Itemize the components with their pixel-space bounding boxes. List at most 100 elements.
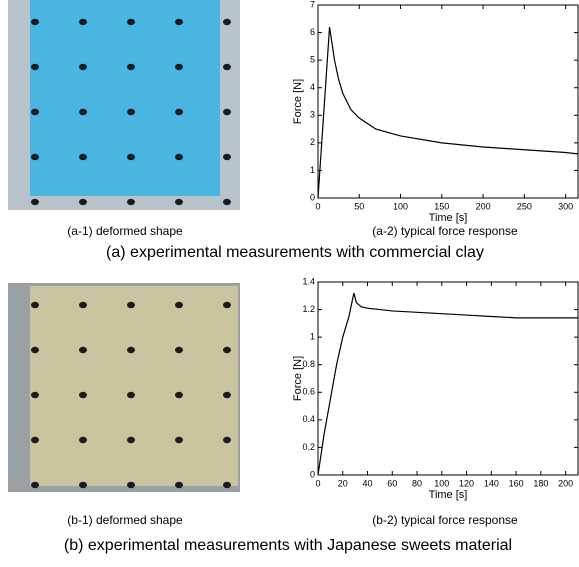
- y-tick-label: 2: [310, 137, 315, 147]
- x-tick-label: 40: [363, 478, 373, 488]
- marker-dot: [31, 108, 39, 116]
- marker-dot: [31, 198, 39, 206]
- x-tick-label: 120: [459, 478, 474, 488]
- marker-dot: [127, 481, 135, 489]
- marker-dot: [31, 391, 39, 399]
- x-tick-label: 300: [558, 201, 573, 211]
- marker-dot: [79, 391, 87, 399]
- y-tick-label: 6: [310, 27, 315, 37]
- marker-dot: [223, 436, 231, 444]
- marker-dot: [223, 301, 231, 309]
- x-tick-label: 0: [315, 478, 320, 488]
- y-tick-label: 0.4: [302, 414, 315, 424]
- y-tick-label: 0: [310, 192, 315, 202]
- plot-frame: [317, 281, 579, 476]
- marker-dot: [31, 346, 39, 354]
- marker-dot: [127, 436, 135, 444]
- marker-dot: [127, 346, 135, 354]
- marker-dot: [175, 346, 183, 354]
- marker-dot: [175, 108, 183, 116]
- x-tick-label: 140: [484, 478, 499, 488]
- marker-dot: [79, 346, 87, 354]
- y-tick-label: 0: [310, 469, 315, 479]
- x-axis-label: Time [s]: [429, 489, 468, 501]
- marker-dot: [175, 63, 183, 71]
- marker-dot: [223, 481, 231, 489]
- caption: (b-1) deformed shape: [67, 513, 183, 527]
- marker-dot: [223, 198, 231, 206]
- x-tick-label: 50: [354, 201, 364, 211]
- y-axis-label: Force [N]: [292, 79, 304, 124]
- marker-dot: [223, 391, 231, 399]
- y-tick-label: 4: [310, 82, 315, 92]
- marker-dot: [175, 301, 183, 309]
- x-tick-label: 250: [517, 201, 532, 211]
- marker-dot: [175, 153, 183, 161]
- marker-dot: [175, 391, 183, 399]
- y-tick-label: 1.4: [302, 276, 315, 286]
- marker-dot: [79, 481, 87, 489]
- y-tick-label: 0.2: [302, 442, 315, 452]
- x-tick-label: 160: [509, 478, 524, 488]
- marker-dot: [31, 153, 39, 161]
- marker-dot: [223, 346, 231, 354]
- plot-frame: [317, 4, 579, 199]
- y-axis-label: Force [N]: [292, 356, 304, 401]
- marker-dot: [79, 63, 87, 71]
- x-tick-label: 80: [412, 478, 422, 488]
- marker-dot: [31, 436, 39, 444]
- marker-dot: [223, 18, 231, 26]
- x-axis-label: Time [s]: [429, 212, 468, 224]
- photo-a: [8, 0, 240, 210]
- y-tick-label: 0.6: [302, 387, 315, 397]
- force-line: [317, 292, 578, 476]
- marker-dot: [223, 153, 231, 161]
- caption: (a-2) typical force response: [372, 224, 518, 238]
- force-line: [317, 26, 579, 199]
- marker-dot: [31, 301, 39, 309]
- marker-dot: [127, 391, 135, 399]
- marker-dot: [79, 436, 87, 444]
- x-tick-label: 100: [393, 201, 408, 211]
- caption: (b-2) typical force response: [372, 513, 518, 527]
- x-tick-label: 0: [315, 201, 320, 211]
- x-tick-label: 60: [387, 478, 397, 488]
- marker-dot: [175, 436, 183, 444]
- x-tick-label: 20: [338, 478, 348, 488]
- caption: (a) experimental measurements with comme…: [106, 244, 484, 261]
- marker-dot: [79, 301, 87, 309]
- y-tick-label: 1.2: [302, 304, 315, 314]
- marker-dot: [175, 18, 183, 26]
- marker-dot: [127, 198, 135, 206]
- marker-dot: [127, 108, 135, 116]
- marker-dot: [223, 108, 231, 116]
- x-tick-label: 180: [533, 478, 548, 488]
- marker-dot: [79, 108, 87, 116]
- marker-dot: [223, 63, 231, 71]
- y-tick-label: 5: [310, 55, 315, 65]
- y-tick-label: 7: [310, 0, 315, 9]
- sweets-sample: [30, 286, 238, 486]
- y-tick-label: 1: [310, 332, 315, 342]
- marker-dot: [127, 153, 135, 161]
- x-tick-label: 200: [476, 201, 491, 211]
- marker-dot: [31, 481, 39, 489]
- y-tick-label: 1: [310, 165, 315, 175]
- clay-sample: [30, 0, 220, 196]
- marker-dot: [127, 18, 135, 26]
- marker-dot: [79, 198, 87, 206]
- marker-dot: [175, 481, 183, 489]
- x-tick-label: 200: [558, 478, 573, 488]
- x-tick-label: 100: [434, 478, 449, 488]
- caption: (b) experimental measurements with Japan…: [64, 537, 512, 554]
- marker-dot: [31, 63, 39, 71]
- photo-b: [8, 283, 240, 492]
- caption: (a-1) deformed shape: [67, 224, 183, 238]
- y-tick-label: 3: [310, 110, 315, 120]
- marker-dot: [79, 153, 87, 161]
- marker-dot: [79, 18, 87, 26]
- marker-dot: [127, 63, 135, 71]
- y-tick-label: 0.8: [302, 359, 315, 369]
- marker-dot: [175, 198, 183, 206]
